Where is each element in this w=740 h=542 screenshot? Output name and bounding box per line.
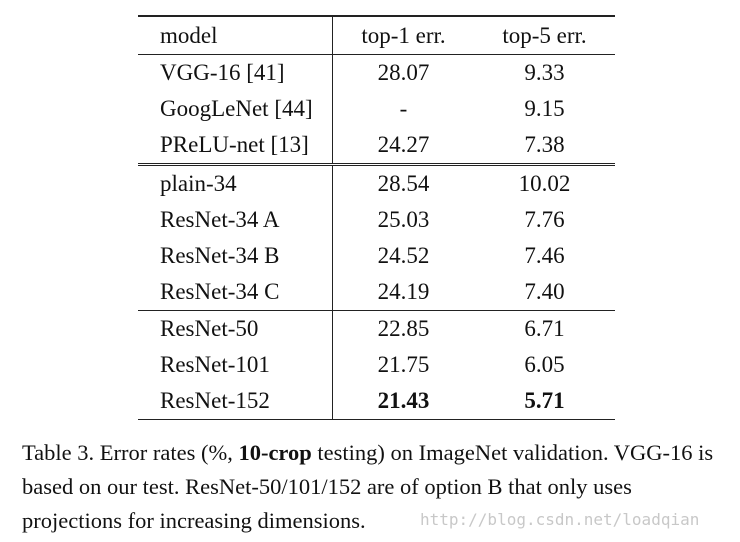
table-caption: Table 3. Error rates (%, 10-crop testing… (22, 436, 734, 538)
column-separator (332, 238, 333, 274)
top5-cell: 9.33 (524, 60, 565, 85)
top1-cell: 24.19 (377, 279, 430, 304)
top1-cell: 21.43 (333, 383, 474, 420)
model-cell: GoogLeNet [44] (160, 96, 313, 121)
model-cell: ResNet-34 C (160, 279, 280, 304)
column-separator (332, 274, 333, 311)
model-cell: ResNet-34 B (160, 243, 280, 268)
header-top5: top-5 err. (474, 15, 615, 55)
top1-cell: 21.75 (377, 352, 430, 377)
table-row: GoogLeNet [44] - 9.15 (138, 91, 615, 127)
watermark: http://blog.csdn.net/loadqian (420, 510, 700, 529)
top1-cell: 28.54 (333, 163, 474, 202)
top5-cell: 7.76 (524, 207, 565, 232)
table-row: ResNet-152 21.43 5.71 (138, 383, 615, 420)
table-row: ResNet-101 21.75 6.05 (138, 347, 615, 383)
table-row: ResNet-34 A 25.03 7.76 (138, 202, 615, 238)
model-cell: plain-34 (138, 163, 333, 202)
table-row: ResNet-34 B 24.52 7.46 (138, 238, 615, 274)
column-separator (332, 383, 333, 420)
column-separator (332, 54, 333, 91)
table-header-row: model top-1 err. top-5 err. (138, 15, 615, 55)
table-row: PReLU-net [13] 24.27 7.38 (138, 127, 615, 165)
model-cell: ResNet-101 (160, 352, 270, 377)
table-row: plain-34 28.54 10.02 (138, 163, 615, 202)
column-separator (332, 15, 333, 55)
model-cell: ResNet-152 (138, 383, 333, 420)
error-rate-table: model top-1 err. top-5 err. VGG-16 [41] 2… (138, 15, 615, 420)
caption-prefix: Table 3. Error rates (%, (22, 440, 239, 465)
column-separator (332, 91, 333, 127)
column-separator (332, 127, 333, 165)
header-top1: top-1 err. (333, 15, 474, 55)
column-separator (332, 163, 333, 202)
top5-cell: 7.46 (524, 243, 565, 268)
model-cell: PReLU-net [13] (160, 132, 309, 157)
column-separator (332, 202, 333, 238)
top5-cell: 9.15 (524, 96, 565, 121)
top1-cell: 28.07 (377, 60, 430, 85)
caption-bold: 10-crop (238, 440, 312, 465)
top5-cell: 6.71 (474, 310, 615, 347)
column-separator (332, 310, 333, 347)
header-model: model (138, 15, 333, 55)
model-cell: VGG-16 [41] (160, 60, 285, 85)
model-cell: ResNet-34 A (160, 207, 280, 232)
table-row: ResNet-34 C 24.19 7.40 (138, 274, 615, 311)
table-row: ResNet-50 22.85 6.71 (138, 310, 615, 347)
top5-cell: 7.38 (524, 132, 565, 157)
column-separator (332, 347, 333, 383)
table-row: VGG-16 [41] 28.07 9.33 (138, 54, 615, 91)
top5-cell: 10.02 (474, 163, 615, 202)
top1-cell: 25.03 (377, 207, 430, 232)
top5-cell: 6.05 (524, 352, 565, 377)
top5-cell: 7.40 (524, 279, 565, 304)
top5-cell: 5.71 (474, 383, 615, 420)
top1-cell: 24.52 (377, 243, 430, 268)
caption-suffix: testing) on ImageNet validation. VGG-16 … (22, 440, 714, 533)
top1-cell: - (399, 96, 408, 121)
top1-cell: 22.85 (333, 310, 474, 347)
model-cell: ResNet-50 (138, 310, 333, 347)
top1-cell: 24.27 (377, 132, 430, 157)
